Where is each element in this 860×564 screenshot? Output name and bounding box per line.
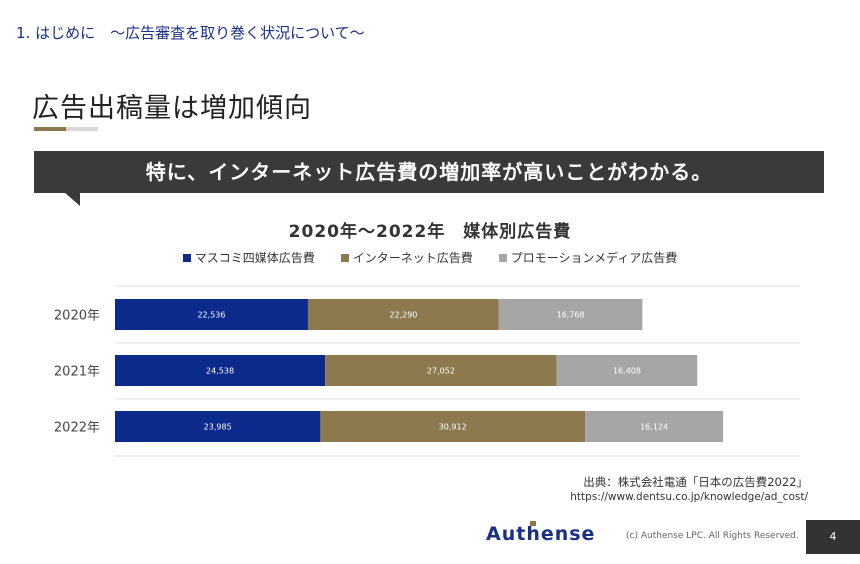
legend-swatch-promotion [498,253,507,262]
page-number: 4 [806,520,860,554]
bar-internet-1 [325,355,557,386]
bar-internet-2 [320,411,586,442]
data-label-promotion-1: 16,408 [613,367,641,376]
logo-accent-mark [530,521,536,526]
bar-mass-media-0 [115,299,308,330]
legend-swatch-internet [340,253,349,262]
legend-swatch-mass-media [182,253,191,262]
source-citation: 出典：株式会社電通「日本の広告費2022」 [583,475,808,489]
bar-promotion-2 [585,411,724,442]
category-label-0: 2020年 [54,309,100,324]
bar-promotion-0 [498,299,643,330]
data-label-mass-media-0: 22,536 [197,311,225,320]
category-label-1: 2021年 [54,365,100,380]
section-heading: 1. はじめに ～広告審査を取り巻く状況について～ [16,24,365,42]
authense-logo: Authense [486,523,596,545]
bar-mass-media-1 [115,355,326,386]
legend-label-promotion: プロモーションメディア広告費 [510,251,678,265]
chart-title: 2020年～2022年 媒体別広告費 [288,222,572,242]
title-underline [34,127,98,131]
banner-pointer [64,192,80,206]
key-message-banner: 特に、インターネット広告費の増加率が高いことがわかる。 [34,151,824,193]
source-url: https://www.dentsu.co.jp/knowledge/ad_co… [570,491,808,503]
bar-internet-0 [307,299,499,330]
legend-item-promotion: プロモーションメディア広告費 [498,249,678,266]
data-label-promotion-0: 16,768 [557,311,585,320]
copyright-text: (c) Authense LPC. All Rights Reserved. [626,531,799,541]
bar-mass-media-2 [115,411,321,442]
data-label-internet-1: 27,052 [427,367,455,376]
legend-label-internet: インターネット広告費 [352,251,473,265]
legend-item-mass-media: マスコミ四媒体広告費 [182,249,315,266]
legend-item-internet: インターネット広告費 [340,249,473,266]
data-label-internet-0: 22,290 [389,311,417,320]
legend-label-mass-media: マスコミ四媒体広告費 [194,251,315,265]
data-label-mass-media-2: 23,985 [204,423,232,432]
data-label-internet-2: 30,912 [439,423,467,432]
page-title: 広告出稿量は増加傾向 [32,93,312,124]
data-label-mass-media-1: 24,538 [206,367,234,376]
category-label-2: 2022年 [54,421,100,436]
bar-promotion-1 [556,355,698,386]
title-underline-accent [34,127,66,131]
chart-legend: マスコミ四媒体広告費 インターネット広告費 プロモーションメディア広告費 [0,249,860,266]
data-label-promotion-2: 16,124 [640,423,668,432]
